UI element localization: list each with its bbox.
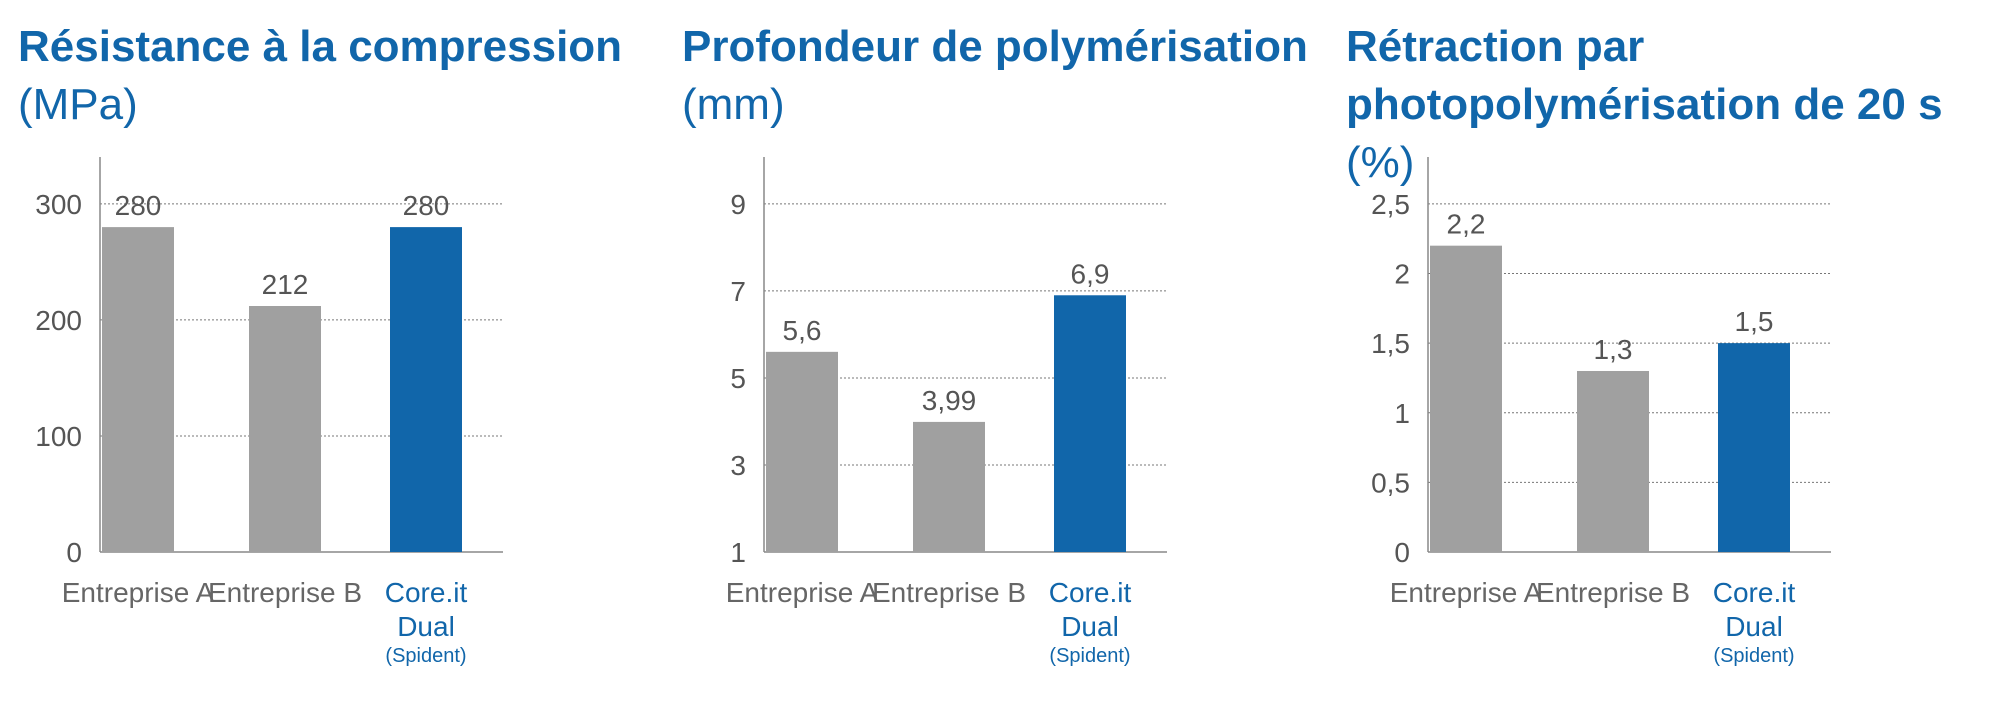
x-category-label: Entreprise A	[726, 577, 879, 608]
y-tick-label: 1	[730, 537, 746, 568]
y-tick-label: 0	[1394, 537, 1410, 568]
x-category-label: Dual	[1061, 611, 1119, 642]
x-category-sublabel: (Spident)	[1713, 645, 1794, 667]
x-category-label: Core.it	[1049, 577, 1132, 608]
y-tick-label: 2	[1394, 259, 1410, 290]
y-tick-label: 200	[35, 305, 82, 336]
y-tick-label: 9	[730, 189, 746, 220]
title-line-2: photopolymérisation de 20 s	[1346, 80, 1943, 129]
data-label: 1,5	[1735, 306, 1774, 337]
data-label: 280	[403, 190, 450, 221]
y-tick-label: 100	[35, 421, 82, 452]
y-tick-label: 0,5	[1371, 467, 1410, 498]
chart-panel-compression: Résistance à la compression (MPa) 0 100 20…	[18, 0, 683, 703]
title-text: Profondeur de polymérisation	[682, 22, 1308, 71]
y-tick-label: 2,5	[1371, 189, 1410, 220]
x-category-label: Entreprise A	[1390, 577, 1543, 608]
data-label: 280	[115, 190, 162, 221]
y-tick-label: 0	[66, 537, 82, 568]
x-category-label: Entreprise A	[62, 577, 215, 608]
data-label: 2,2	[1447, 209, 1486, 240]
title-line-1: Rétraction par	[1346, 22, 1645, 71]
bar	[102, 227, 174, 552]
data-label: 3,99	[922, 385, 977, 416]
bar-chart-compression: 0 100 200 300 280 Entreprise A 212 Entreprise B…	[35, 157, 503, 667]
bar-chart-depth: 1 3 5 7 9 5,6 Entreprise A 3,99 Entreprise B 6,9 C…	[726, 157, 1167, 667]
bar	[1577, 370, 1649, 552]
x-category-label: Core.it	[1713, 577, 1796, 608]
x-category-label: Entreprise B	[1536, 577, 1690, 608]
x-category-sublabel: (Spident)	[1049, 645, 1130, 667]
x-category-label: Dual	[1725, 611, 1783, 642]
chart-title-compression: Résistance à la compression (MPa)	[18, 18, 683, 134]
x-category-label: Entreprise B	[872, 577, 1026, 608]
y-tick-label: 3	[730, 450, 746, 481]
x-category-sublabel: (Spident)	[385, 645, 466, 667]
chart-title-shrinkage: Rétraction par photopolymérisation de 20…	[1346, 18, 1996, 192]
chart-title-depth: Profondeur de polymérisation (mm)	[682, 18, 1347, 134]
data-label: 212	[262, 269, 309, 300]
bar	[913, 421, 985, 552]
title-unit: (mm)	[682, 80, 785, 129]
y-tick-label: 1,5	[1371, 328, 1410, 359]
bar-chart-shrinkage: 0 0,5 1 1,5 2 2,5 2,2 Entreprise A 1,3 Entreprise…	[1371, 157, 1831, 667]
data-label: 5,6	[783, 315, 822, 346]
title-unit: (%)	[1346, 138, 1415, 187]
bar	[1718, 343, 1790, 552]
chart-panel-depth: Profondeur de polymérisation (mm) 1 3 5 7 9 5…	[682, 0, 1347, 703]
data-label: 6,9	[1071, 258, 1110, 289]
title-text: Résistance à la compression	[18, 22, 623, 71]
bar	[766, 351, 838, 552]
y-tick-label: 1	[1394, 398, 1410, 429]
chart-panel-shrinkage: Rétraction par photopolymérisation de 20…	[1346, 0, 1996, 703]
bar	[249, 306, 321, 552]
title-unit: (MPa)	[18, 80, 138, 129]
bar	[1054, 295, 1126, 552]
x-category-label: Entreprise B	[208, 577, 362, 608]
bar	[390, 227, 462, 552]
x-category-label: Dual	[397, 611, 455, 642]
y-tick-label: 7	[730, 276, 746, 307]
bar	[1430, 245, 1502, 552]
y-tick-label: 300	[35, 189, 82, 220]
x-category-label: Core.it	[385, 577, 468, 608]
y-tick-label: 5	[730, 363, 746, 394]
data-label: 1,3	[1594, 334, 1633, 365]
